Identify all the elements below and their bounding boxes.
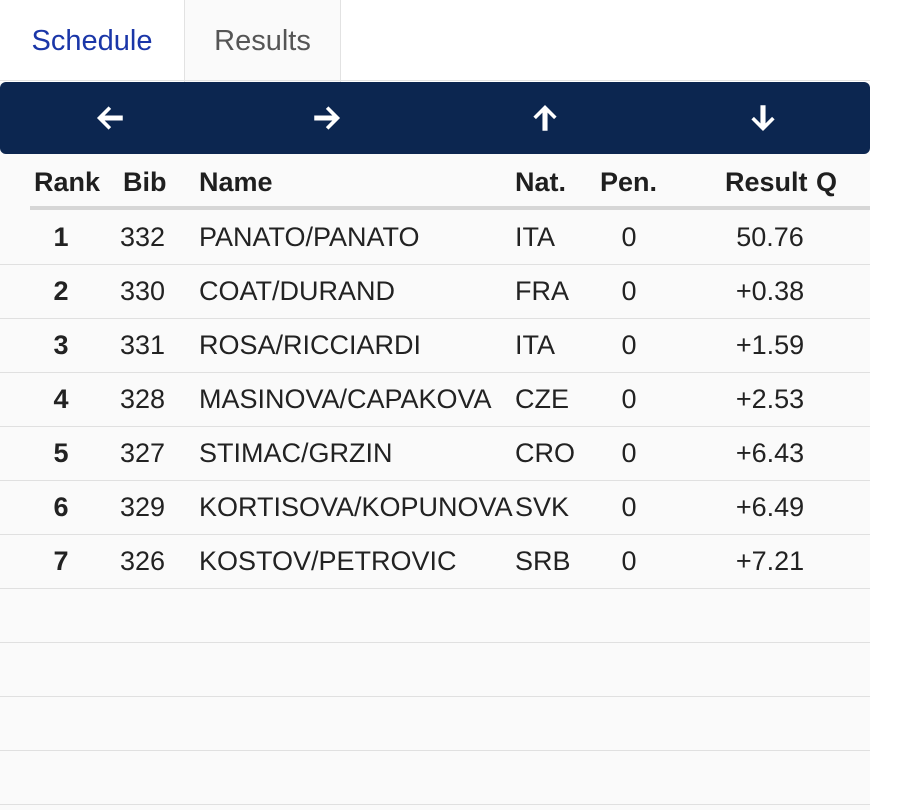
nation-cell: SRB <box>515 546 571 576</box>
name-cell: PANATO/PANATO <box>199 222 420 252</box>
empty-row <box>0 643 870 697</box>
table-row[interactable]: 7 326 KOSTOV/PETROVIC SRB 0 +7.21 <box>0 535 870 589</box>
table-row[interactable]: 4 328 MASINOVA/CAPAKOVA CZE 0 +2.53 <box>0 373 870 427</box>
result-cell: +6.49 <box>735 492 805 522</box>
penalty-cell: 0 <box>621 438 637 468</box>
bib-cell: 327 <box>120 438 166 468</box>
column-header-pen: Pen. <box>600 167 658 197</box>
scroll-up-button[interactable] <box>490 82 600 154</box>
nation-cell: CRO <box>515 438 575 468</box>
bib-cell: 329 <box>120 492 166 522</box>
results-panel: Rank Bib Name Nat. Pen. Result Q <box>0 82 870 810</box>
rank-cell: 1 <box>53 222 69 252</box>
result-cell: 50.76 <box>736 222 804 252</box>
table-row[interactable]: 1 332 PANATO/PANATO ITA 0 50.76 <box>0 211 870 265</box>
empty-row <box>0 751 870 805</box>
column-header-result: Result <box>725 167 808 197</box>
scroll-left-button[interactable] <box>55 82 165 154</box>
name-cell: MASINOVA/CAPAKOVA <box>199 384 492 414</box>
rank-cell: 4 <box>53 384 69 414</box>
nation-cell: CZE <box>515 384 569 414</box>
tab-results[interactable]: Results <box>184 0 341 82</box>
tab-schedule[interactable]: Schedule <box>31 24 153 57</box>
table-row[interactable]: 5 327 STIMAC/GRZIN CRO 0 +6.43 <box>0 427 870 481</box>
column-header-bib: Bib <box>123 167 167 197</box>
rank-cell: 6 <box>53 492 69 522</box>
table-row[interactable]: 2 330 COAT/DURAND FRA 0 +0.38 <box>0 265 870 319</box>
result-cell: +0.38 <box>735 276 805 306</box>
arrow-right-icon <box>314 106 341 130</box>
rank-cell: 5 <box>53 438 69 468</box>
scroll-down-button[interactable] <box>708 82 818 154</box>
empty-row <box>0 697 870 751</box>
result-cell: +6.43 <box>735 438 805 468</box>
name-cell: COAT/DURAND <box>199 276 396 306</box>
empty-row <box>0 589 870 643</box>
table-header: Rank Bib Name Nat. Pen. Result Q <box>0 154 870 210</box>
bib-cell: 326 <box>120 546 166 576</box>
penalty-cell: 0 <box>621 492 637 522</box>
header-divider <box>30 206 870 210</box>
navigation-toolbar <box>0 82 870 154</box>
result-cell: +2.53 <box>735 384 805 414</box>
nation-cell: ITA <box>515 222 555 252</box>
bib-cell: 332 <box>120 222 166 252</box>
penalty-cell: 0 <box>621 276 637 306</box>
bib-cell: 330 <box>120 276 166 306</box>
scroll-right-button[interactable] <box>272 82 382 154</box>
rank-cell: 7 <box>53 546 69 576</box>
bib-cell: 331 <box>120 330 166 360</box>
nation-cell: SVK <box>515 492 570 522</box>
result-cell: +1.59 <box>735 330 805 360</box>
table-row[interactable]: 3 331 ROSA/RICCIARDI ITA 0 +1.59 <box>0 319 870 373</box>
nation-cell: ITA <box>515 330 555 360</box>
column-header-q: Q <box>816 167 838 197</box>
name-cell: KOSTOV/PETROVIC <box>199 546 457 576</box>
arrow-up-icon <box>533 104 557 131</box>
tab-bar: Schedule Results <box>0 0 899 82</box>
column-header-name: Name <box>199 167 273 197</box>
penalty-cell: 0 <box>621 330 637 360</box>
arrow-down-icon <box>751 105 775 132</box>
penalty-cell: 0 <box>621 222 637 252</box>
tab-bar-divider <box>0 80 870 81</box>
penalty-cell: 0 <box>621 384 637 414</box>
rank-cell: 3 <box>53 330 69 360</box>
name-cell: ROSA/RICCIARDI <box>199 330 422 360</box>
column-header-rank: Rank <box>34 167 101 197</box>
arrow-left-icon <box>96 106 123 130</box>
name-cell: KORTISOVA/KOPUNOVA <box>199 492 513 522</box>
bib-cell: 328 <box>120 384 166 414</box>
nation-cell: FRA <box>515 276 569 306</box>
rank-cell: 2 <box>53 276 69 306</box>
table-row[interactable]: 6 329 KORTISOVA/KOPUNOVA SVK 0 +6.49 <box>0 481 870 535</box>
name-cell: STIMAC/GRZIN <box>199 438 393 468</box>
result-cell: +7.21 <box>735 546 805 576</box>
column-header-nat: Nat. <box>515 167 567 197</box>
penalty-cell: 0 <box>621 546 637 576</box>
